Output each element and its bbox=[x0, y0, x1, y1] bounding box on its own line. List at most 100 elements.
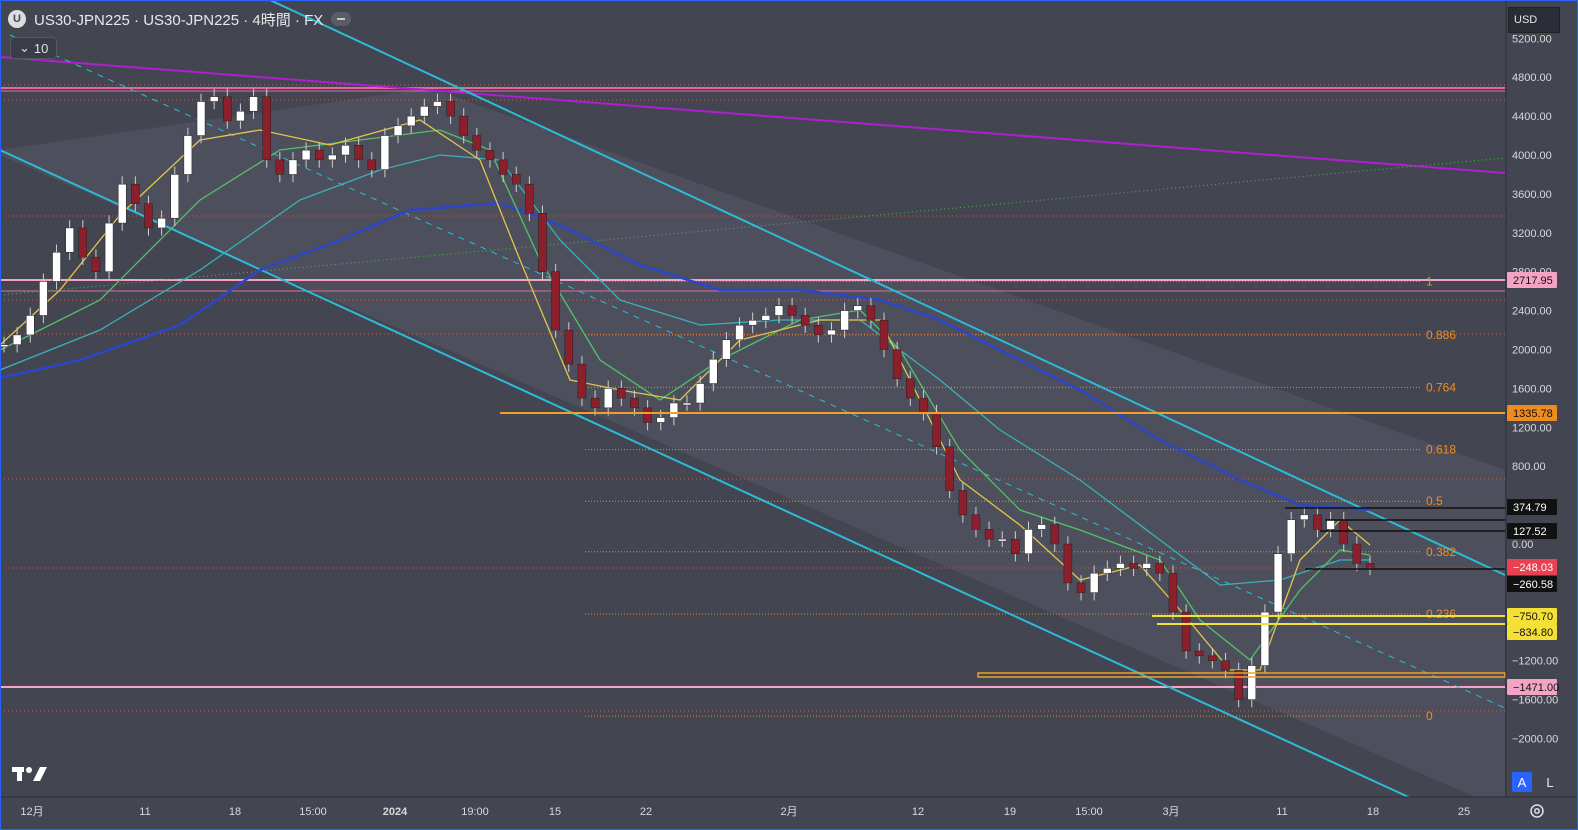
candle-body[interactable] bbox=[1260, 611, 1270, 666]
candle-body[interactable] bbox=[840, 310, 849, 331]
price-tag[interactable] bbox=[1507, 499, 1557, 515]
price-tag[interactable] bbox=[1507, 608, 1557, 624]
candle-body[interactable] bbox=[774, 305, 784, 316]
candle-body[interactable] bbox=[1116, 563, 1125, 569]
candle-body[interactable] bbox=[341, 145, 350, 156]
candle-body[interactable] bbox=[223, 96, 232, 122]
candle-body[interactable] bbox=[301, 149, 311, 161]
candle-body[interactable] bbox=[577, 363, 587, 399]
candle-body[interactable] bbox=[971, 514, 981, 530]
candle-body[interactable] bbox=[1037, 524, 1046, 530]
candle-body[interactable] bbox=[65, 227, 74, 253]
candle-body[interactable] bbox=[1313, 514, 1322, 530]
candle-body[interactable] bbox=[538, 213, 547, 272]
candle-body[interactable] bbox=[525, 183, 534, 214]
candle-body[interactable] bbox=[498, 159, 508, 175]
candle-body[interactable] bbox=[144, 203, 153, 229]
candle-body[interactable] bbox=[551, 271, 560, 331]
candle-body[interactable] bbox=[433, 101, 442, 107]
candle-body[interactable] bbox=[669, 402, 679, 418]
candle-body[interactable] bbox=[446, 101, 455, 117]
support-zone-box[interactable] bbox=[977, 672, 1506, 678]
candle-body[interactable] bbox=[617, 388, 626, 399]
candle-body[interactable] bbox=[879, 320, 889, 350]
candle-body[interactable] bbox=[1181, 611, 1191, 652]
channel-upper-line[interactable] bbox=[269, 0, 1506, 576]
candle-body[interactable] bbox=[1339, 519, 1348, 545]
candle-body[interactable] bbox=[393, 125, 403, 136]
price-tag[interactable] bbox=[1507, 679, 1557, 695]
candle-body[interactable] bbox=[472, 135, 482, 151]
candle-body[interactable] bbox=[328, 154, 337, 161]
channel-lower-line[interactable] bbox=[0, 149, 1416, 801]
candle-body[interactable] bbox=[787, 305, 797, 316]
candle-body[interactable] bbox=[1076, 582, 1086, 593]
candle-body[interactable] bbox=[1089, 572, 1099, 593]
candle-body[interactable] bbox=[919, 397, 928, 413]
candle-body[interactable] bbox=[0, 344, 9, 347]
candle-body[interactable] bbox=[1103, 568, 1112, 574]
candle-body[interactable] bbox=[512, 174, 521, 185]
candle-body[interactable] bbox=[275, 159, 285, 175]
candle-body[interactable] bbox=[52, 252, 61, 282]
candle-body[interactable] bbox=[709, 358, 718, 384]
candle-body[interactable] bbox=[170, 174, 179, 219]
candle-body[interactable] bbox=[761, 315, 771, 321]
candle-body[interactable] bbox=[735, 324, 744, 341]
candle-body[interactable] bbox=[12, 334, 22, 345]
candle-body[interactable] bbox=[1326, 519, 1335, 530]
candle-body[interactable] bbox=[459, 115, 468, 136]
candle-body[interactable] bbox=[1300, 514, 1309, 520]
candle-body[interactable] bbox=[1195, 650, 1204, 657]
candle-body[interactable] bbox=[748, 320, 757, 326]
candle-body[interactable] bbox=[1208, 655, 1217, 661]
indicator-toggle-button[interactable]: ⌄ 10 bbox=[10, 37, 58, 59]
candle-body[interactable] bbox=[866, 305, 876, 321]
candle-body[interactable] bbox=[1142, 563, 1151, 569]
candle-body[interactable] bbox=[1221, 660, 1230, 671]
candle-body[interactable] bbox=[183, 135, 193, 175]
candle-body[interactable] bbox=[827, 329, 836, 336]
candle-body[interactable] bbox=[420, 106, 429, 117]
candle-body[interactable] bbox=[1011, 538, 1020, 554]
candle-body[interactable] bbox=[78, 227, 88, 258]
channel-mid-line[interactable] bbox=[9, 34, 1506, 709]
candle-body[interactable] bbox=[367, 159, 377, 170]
price-tag[interactable] bbox=[1507, 272, 1557, 288]
candle-body[interactable] bbox=[695, 383, 705, 404]
time-axis-background[interactable] bbox=[0, 797, 1578, 830]
candle-body[interactable] bbox=[643, 407, 652, 423]
settings-gear-icon[interactable] bbox=[1527, 801, 1547, 821]
chart-title[interactable]: US30-JPN225 · US30-JPN225 · 4時間 · FX bbox=[34, 11, 324, 29]
candle-body[interactable] bbox=[104, 222, 114, 272]
candle-body[interactable] bbox=[1247, 665, 1257, 700]
log-scale-button[interactable]: L bbox=[1546, 774, 1554, 790]
candle-body[interactable] bbox=[39, 281, 48, 316]
candle-body[interactable] bbox=[354, 145, 363, 161]
candle-body[interactable] bbox=[906, 378, 915, 399]
candle-body[interactable] bbox=[892, 349, 902, 379]
candle-body[interactable] bbox=[485, 149, 495, 161]
candle-body[interactable] bbox=[1129, 563, 1138, 569]
currency-button[interactable]: USD bbox=[1508, 7, 1560, 33]
candle-body[interactable] bbox=[314, 149, 324, 161]
candle-body[interactable] bbox=[853, 305, 862, 311]
candle-body[interactable] bbox=[814, 324, 823, 336]
candle-body[interactable] bbox=[932, 412, 941, 447]
candle-body[interactable] bbox=[564, 329, 574, 365]
candle-body[interactable] bbox=[262, 96, 271, 161]
candle-body[interactable] bbox=[603, 388, 613, 409]
candle-body[interactable] bbox=[1063, 543, 1073, 584]
candle-body[interactable] bbox=[1155, 563, 1165, 574]
price-tag[interactable] bbox=[1507, 559, 1557, 575]
long-trend-line[interactable] bbox=[0, 56, 1506, 174]
candle-body[interactable] bbox=[236, 110, 245, 122]
candle-body[interactable] bbox=[656, 417, 665, 423]
candle-body[interactable] bbox=[209, 96, 219, 102]
candle-body[interactable] bbox=[1050, 524, 1060, 545]
candle-body[interactable] bbox=[26, 315, 35, 336]
candle-body[interactable] bbox=[249, 96, 258, 112]
candle-body[interactable] bbox=[117, 183, 127, 224]
candle-body[interactable] bbox=[1365, 563, 1375, 568]
candle-body[interactable] bbox=[1286, 519, 1296, 554]
